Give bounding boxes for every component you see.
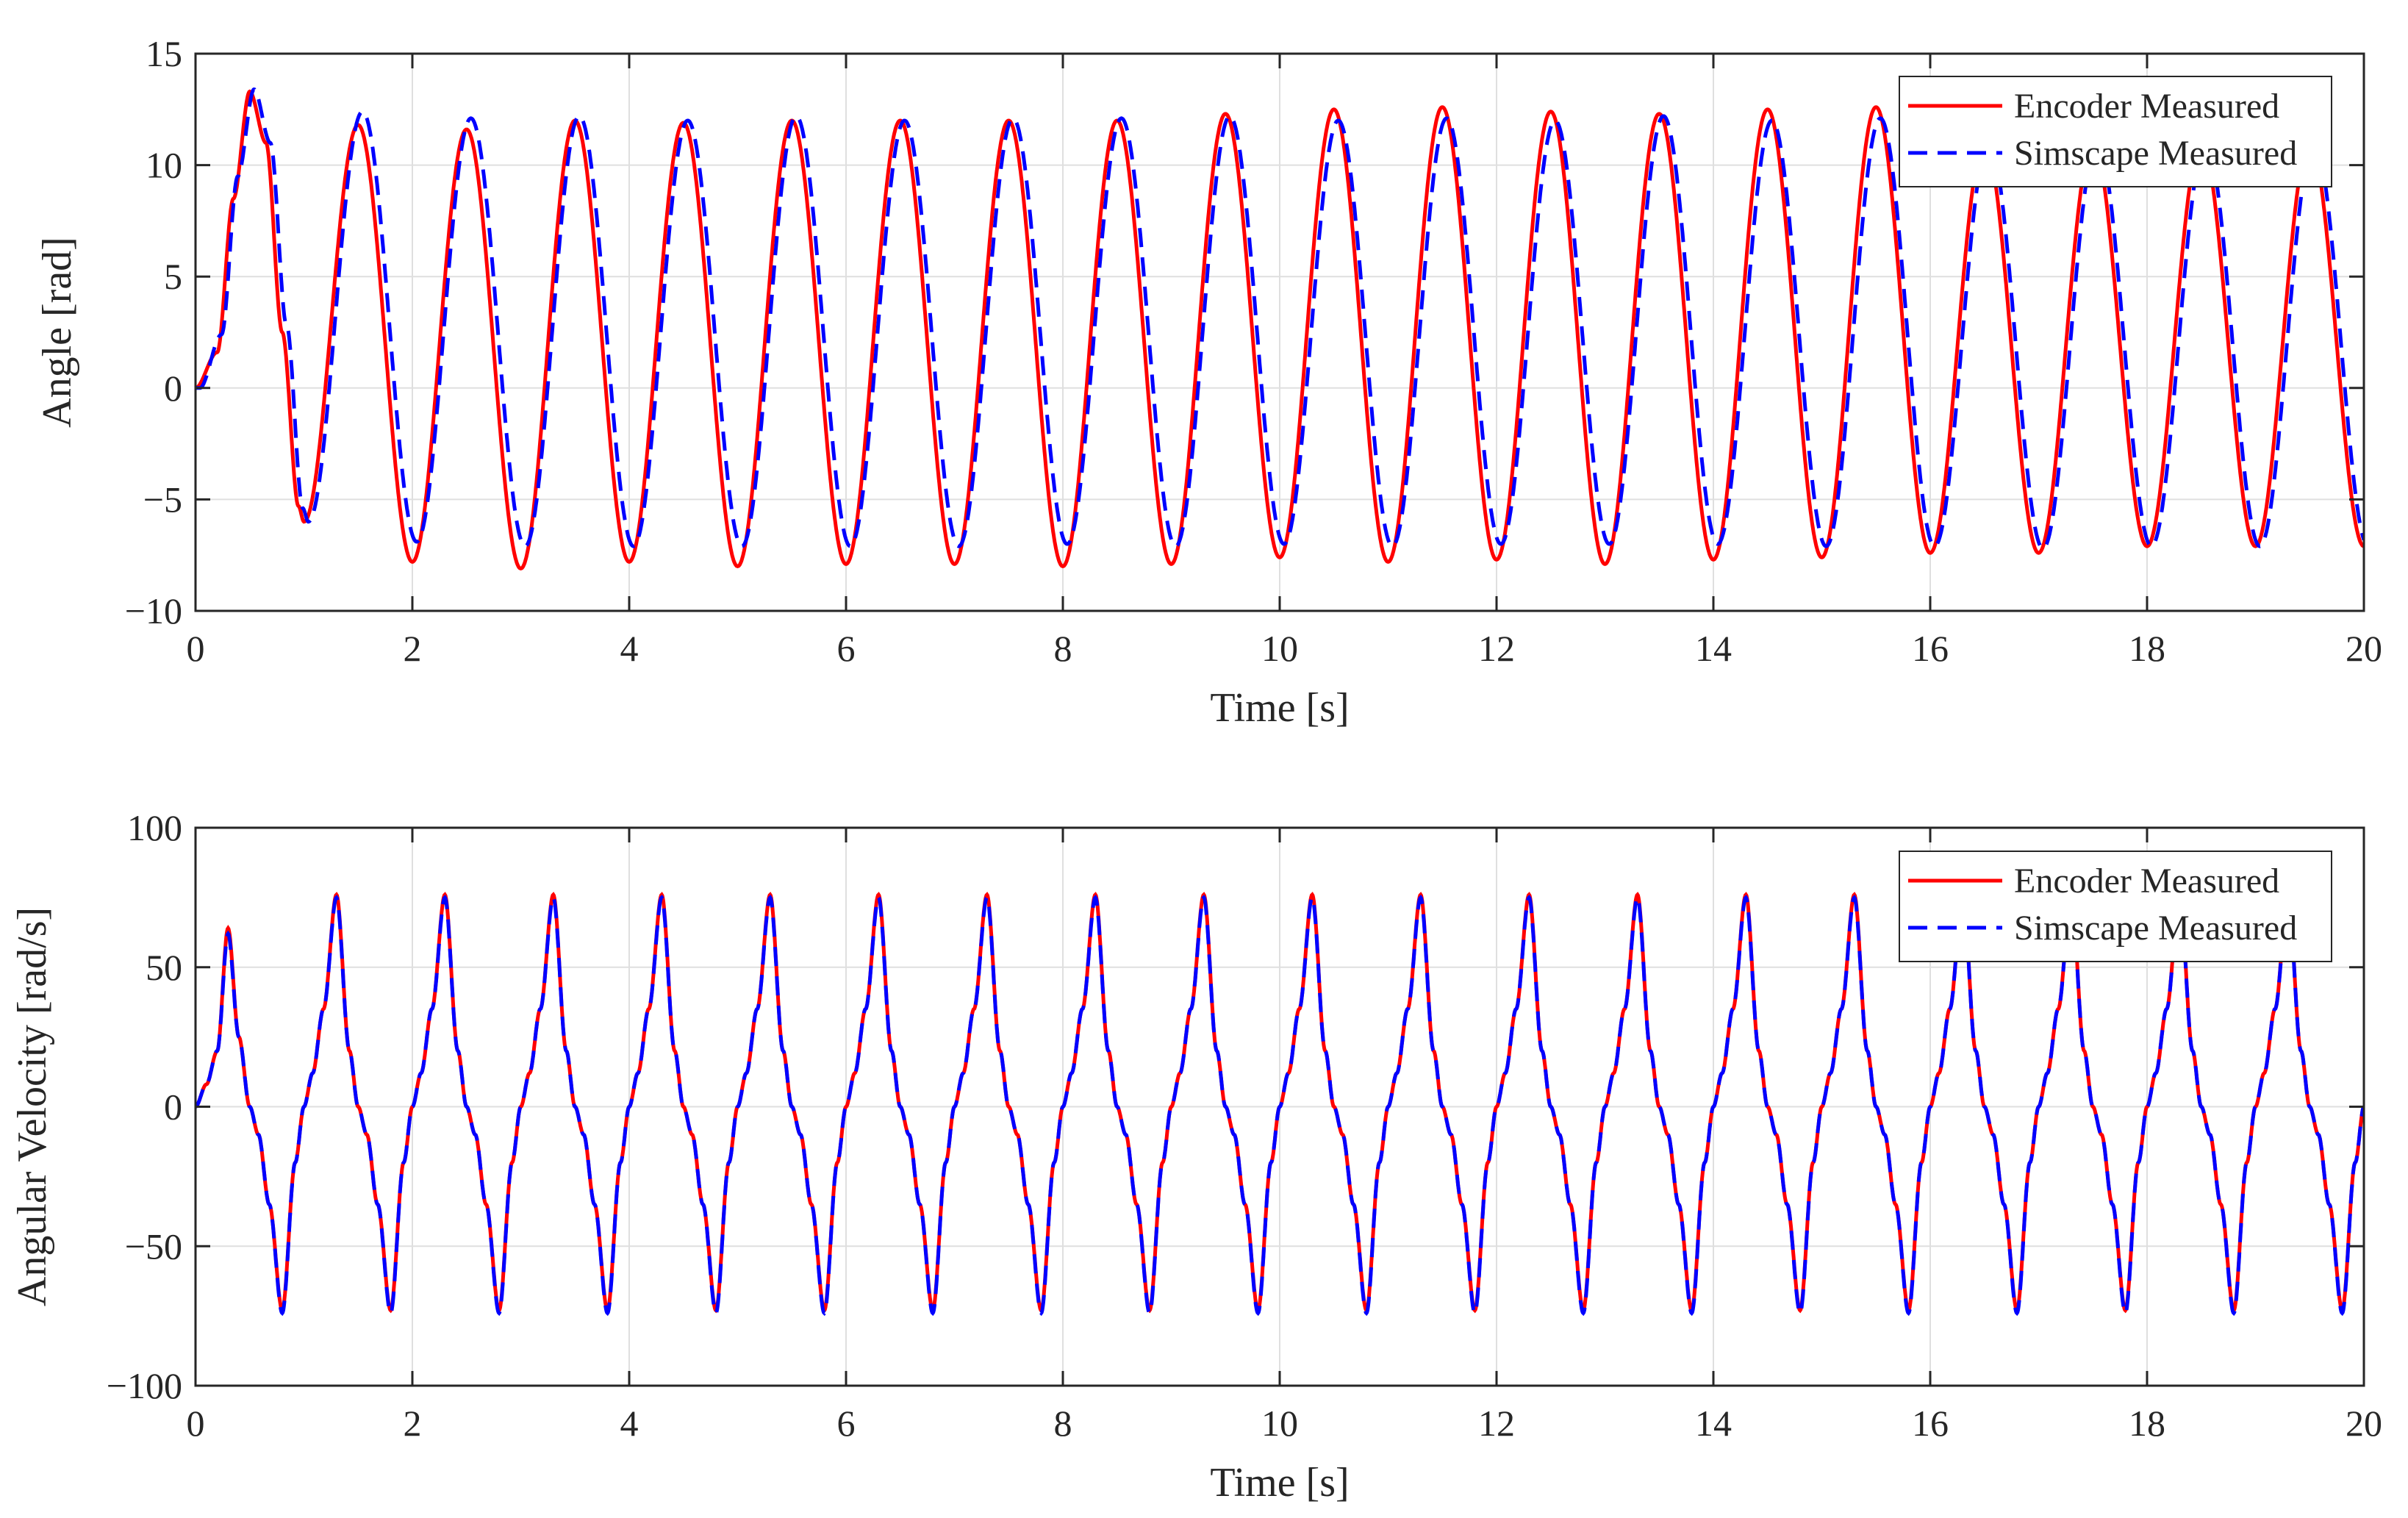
simscape-measured-line — [196, 87, 2364, 551]
x-tick-label: 16 — [1912, 628, 1949, 669]
y-tick-label: −100 — [107, 1365, 182, 1406]
angle-legend-simscape-label: Simscape Measured — [2014, 134, 2297, 173]
x-tick-label: 12 — [1478, 628, 1515, 669]
y-tick-label: 15 — [146, 33, 182, 74]
angle-legend-box — [1899, 76, 2332, 187]
x-tick-label: 18 — [2129, 628, 2165, 669]
velocity-legend-box — [1899, 851, 2332, 962]
x-tick-label: 6 — [837, 628, 856, 669]
angular-velocity-chart: 0 2 4 6 8 10 12 14 16 18 20 −100 −50 0 50 100 Time [s]… — [10, 807, 2382, 1506]
x-tick-label: 10 — [1261, 1403, 1298, 1444]
x-tick-label: 0 — [187, 1403, 205, 1444]
x-tick-label: 2 — [404, 1403, 422, 1444]
velocity-x-axis-label: Time [s] — [1210, 1460, 1349, 1506]
x-tick-label: 0 — [187, 628, 205, 669]
angle-chart: 0 2 4 6 8 10 12 14 16 18 20 −10 −5 0 5 10 15 Time [s] A… — [35, 33, 2382, 731]
x-tick-label: 8 — [1054, 628, 1072, 669]
angle-y-axis-label: Angle [rad] — [35, 237, 80, 428]
angle-x-ticks: 0 2 4 6 8 10 12 14 16 18 20 — [187, 54, 2382, 669]
y-tick-label: −5 — [143, 479, 182, 520]
y-tick-label: 10 — [146, 145, 182, 186]
x-tick-label: 10 — [1261, 628, 1298, 669]
y-tick-label: 0 — [164, 1086, 182, 1128]
velocity-series-layer — [196, 892, 2364, 1317]
y-tick-label: 5 — [164, 256, 182, 297]
y-tick-label: 50 — [146, 947, 182, 988]
angle-y-ticks: −10 −5 0 5 10 15 — [125, 33, 2364, 631]
simscape-measured-line — [196, 895, 2364, 1317]
x-tick-label: 4 — [620, 1403, 639, 1444]
x-tick-label: 14 — [1695, 628, 1732, 669]
angle-x-axis-label: Time [s] — [1210, 685, 1349, 731]
angle-series-layer — [196, 87, 2364, 571]
y-tick-label: 100 — [127, 807, 182, 848]
y-tick-label: −50 — [125, 1225, 182, 1267]
velocity-y-axis-label: Angular Velocity [rad/s] — [10, 907, 55, 1306]
angle-legend-encoder-label: Encoder Measured — [2014, 87, 2279, 126]
y-tick-label: 0 — [164, 368, 182, 409]
x-tick-label: 8 — [1054, 1403, 1072, 1444]
x-tick-label: 14 — [1695, 1403, 1732, 1444]
velocity-legend-simscape-label: Simscape Measured — [2014, 909, 2297, 948]
x-tick-label: 20 — [2346, 1403, 2382, 1444]
x-tick-label: 12 — [1478, 1403, 1515, 1444]
velocity-legend: Encoder Measured Simscape Measured — [1899, 851, 2332, 962]
x-tick-label: 4 — [620, 628, 639, 669]
angle-legend: Encoder Measured Simscape Measured — [1899, 76, 2332, 187]
x-tick-label: 6 — [837, 1403, 856, 1444]
y-tick-label: −10 — [125, 590, 182, 631]
velocity-legend-encoder-label: Encoder Measured — [2014, 862, 2279, 901]
encoder-measured-line — [196, 89, 2364, 571]
x-tick-label: 16 — [1912, 1403, 1949, 1444]
velocity-y-ticks: −100 −50 0 50 100 — [107, 807, 2364, 1406]
x-tick-label: 2 — [404, 628, 422, 669]
x-tick-label: 20 — [2346, 628, 2382, 669]
velocity-x-ticks: 0 2 4 6 8 10 12 14 16 18 20 — [187, 828, 2382, 1444]
x-tick-label: 18 — [2129, 1403, 2165, 1444]
